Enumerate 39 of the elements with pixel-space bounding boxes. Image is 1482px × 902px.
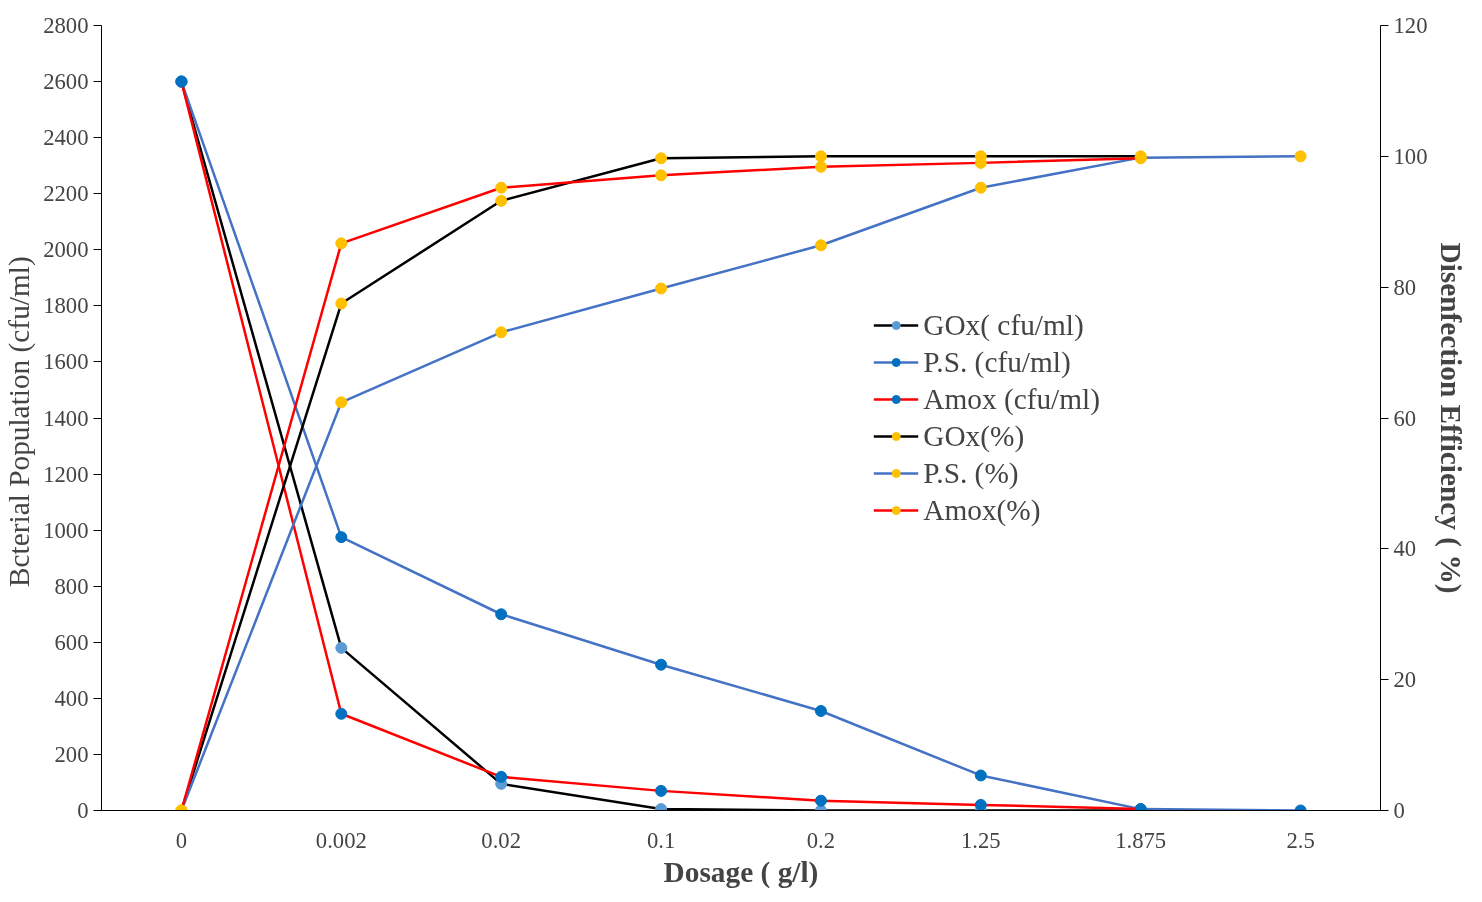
- x-tick-label: 0.2: [806, 827, 836, 853]
- y-tick-label: 2600: [43, 69, 89, 95]
- x-tick-label: 1.875: [1115, 827, 1167, 853]
- y-tick-label: 1800: [43, 293, 89, 319]
- legend-label: Amox(%): [923, 493, 1041, 527]
- y-tick-label: 1200: [43, 461, 89, 487]
- y2-axis-title: Disenfection Efficiency ( %): [1434, 242, 1468, 594]
- x-axis-title: Dosage ( g/l): [663, 855, 819, 889]
- x-tick-label: 0.002: [315, 827, 367, 853]
- y2-tick-label: 100: [1393, 143, 1428, 169]
- y-tick-label: 2800: [43, 13, 89, 38]
- y2-tick-label: 120: [1393, 13, 1428, 38]
- y-tick-label: 2400: [43, 125, 89, 151]
- legend-label: GOx( cfu/ml): [923, 308, 1084, 342]
- y-tick-label: 200: [54, 741, 89, 767]
- y2-tick-label: 80: [1393, 274, 1417, 300]
- x-tick-label: 0.1: [646, 827, 676, 853]
- y-tick-label: 0: [77, 798, 89, 823]
- legend-label: P.S. (cfu/ml): [923, 345, 1071, 379]
- y-tick-label: 800: [54, 573, 89, 599]
- x-tick-label: 0: [175, 827, 188, 853]
- x-tick-label: 1.25: [960, 827, 1001, 853]
- legend-label: GOx(%): [923, 419, 1025, 453]
- y-tick-label: 2000: [43, 237, 89, 263]
- y-axis-title: Bcterial Population (cfu/ml): [3, 256, 37, 587]
- y2-tick-label: 60: [1393, 405, 1417, 431]
- y2-tick-label: 0: [1393, 798, 1405, 823]
- legend-label: Amox (cfu/ml): [923, 382, 1100, 416]
- y-tick-label: 600: [54, 629, 89, 655]
- y-tick-label: 1000: [43, 517, 89, 543]
- y-tick-label: 1400: [43, 405, 89, 431]
- y2-tick-label: 40: [1393, 536, 1417, 562]
- y-tick-label: 400: [54, 685, 89, 711]
- y2-tick-label: 20: [1393, 667, 1417, 693]
- legend-label: P.S. (%): [923, 456, 1019, 490]
- y-tick-label: 1600: [43, 349, 89, 375]
- x-tick-label: 0.02: [481, 827, 522, 853]
- x-tick-label: 2.5: [1286, 827, 1315, 853]
- y-tick-label: 2200: [43, 181, 89, 207]
